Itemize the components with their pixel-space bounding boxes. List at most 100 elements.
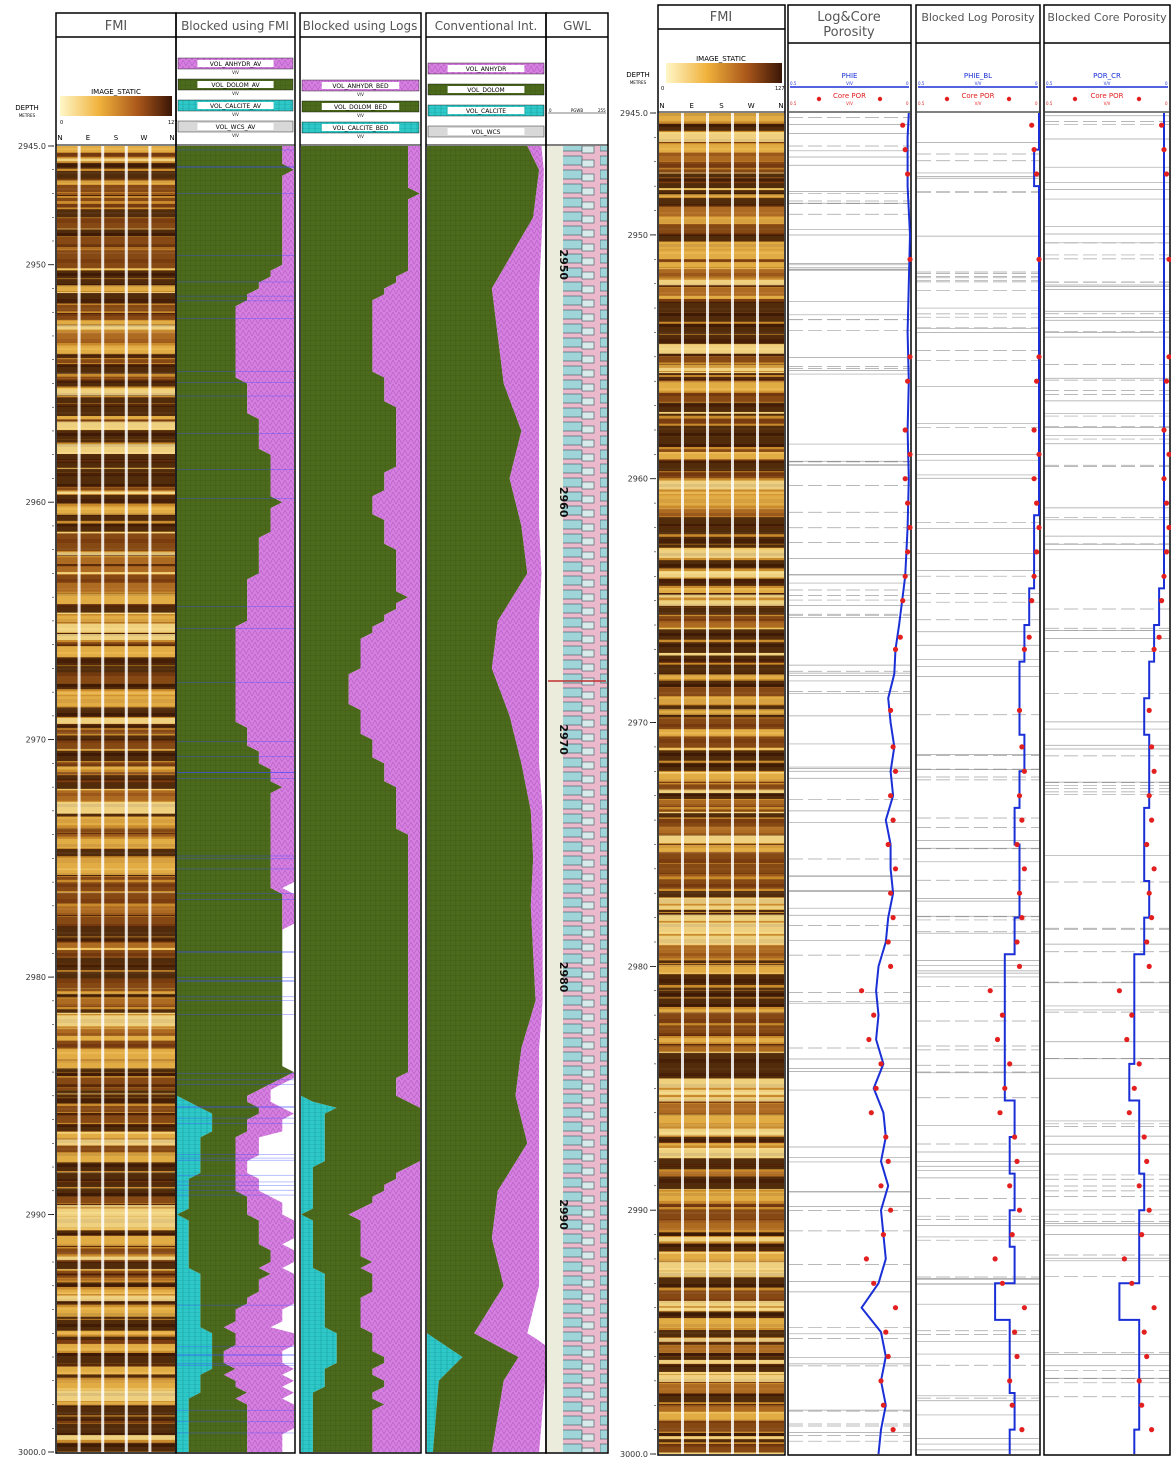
core-por-point-track2-32: [1126, 1110, 1132, 1116]
right-fmi-band-166: [659, 1436, 784, 1439]
right-fmi-band-96: [659, 879, 784, 889]
left-fmi-band-17: [57, 270, 175, 279]
core-por-point-track1-36: [1016, 1207, 1023, 1213]
conv-legend-label-bg-3: [447, 128, 525, 135]
right-fmi-band-107: [659, 964, 784, 974]
fmi-legend-label-bg-0: [197, 60, 274, 67]
left-fmi-band-152: [57, 1301, 175, 1305]
left-fmi-band-71: [57, 696, 175, 707]
logs-blocked-track-frame: [299, 12, 422, 1454]
left-fmi-band-107: [57, 980, 175, 989]
core-por-point-track1-27: [987, 988, 993, 994]
right-fmi-band-131: [659, 1166, 784, 1170]
blocked-log-por-title: Blocked Log Porosity: [921, 11, 1035, 24]
right-fmi-band-56: [659, 570, 784, 578]
left-fmi-band-25: [57, 332, 175, 343]
right-fmi-band-164: [659, 1422, 784, 1432]
left-fmi-band-79: [57, 762, 175, 767]
por-header-points-scale-right-2: 0: [1165, 101, 1168, 106]
core-por-point-track0-9: [905, 500, 911, 506]
por-header-dot-right-2: [1136, 96, 1142, 102]
core-por-point-track0-42: [885, 1353, 891, 1360]
core-por-point-track0-20: [890, 817, 896, 823]
left-fmi-band-120: [57, 1073, 175, 1077]
core-por-point-track0-28: [871, 1012, 877, 1018]
por-header-unit-0: V/V: [846, 81, 853, 86]
left-depth-header: DEPTH: [15, 104, 39, 112]
core-por-point-track0-13: [900, 598, 906, 604]
left-fmi-band-154: [57, 1316, 175, 1319]
right-fmi-band-23: [659, 295, 784, 299]
right-fmi-band-39: [659, 418, 784, 424]
core-por-point-track0-16: [888, 707, 894, 714]
gwl-scale-max: 255: [598, 108, 606, 113]
right-fmi-band-53: [659, 544, 784, 548]
core-por-point-track1-32: [997, 1110, 1003, 1116]
right-fmi-band-48: [659, 495, 784, 506]
left-fmi-band-76: [57, 735, 175, 741]
left-fmi-band-5: [57, 180, 175, 185]
por-header-points-scale-right-1: 0: [1035, 101, 1038, 106]
right-fmi-band-12: [659, 198, 784, 205]
core-por-point-track2-23: [1146, 890, 1152, 896]
right-fmi-band-83: [659, 790, 784, 794]
right-fmi-band-60: [659, 600, 784, 606]
fmi-blocked-area-VOL_ANHYDR_AV: [223, 146, 294, 1452]
left-fmi-band-52: [57, 533, 175, 540]
right-fmi-band-89: [659, 827, 784, 836]
core-por-point-track2-40: [1151, 1305, 1157, 1311]
core-por-point-track1-43: [1007, 1378, 1013, 1384]
right-fmi-band-94: [659, 863, 784, 874]
gwl-track-frame: [545, 12, 609, 1454]
core-por-point-track1-17: [1019, 744, 1025, 750]
core-por-point-track1-26: [1016, 963, 1023, 970]
right-fmi-band-27: [659, 334, 784, 344]
left-fmi-band-91: [57, 848, 175, 857]
left-fmi-band-32: [57, 389, 175, 396]
core-por-point-track0-35: [878, 1183, 884, 1189]
gwl-depth-label-2960: 2960: [557, 487, 570, 518]
por-header-dot-left-1: [944, 96, 950, 102]
right-fmi-band-63: [659, 620, 784, 628]
core-por-point-track2-4: [1166, 354, 1171, 360]
left-fmi-band-67: [57, 666, 175, 673]
left-fmi-band-64: [57, 642, 175, 645]
core-por-point-track2-28: [1129, 1012, 1135, 1018]
left-fmi-band-145: [57, 1261, 175, 1270]
por-header-points-scale-right-0: 0: [906, 101, 909, 106]
right-fmi-band-8: [659, 178, 784, 182]
right-fmi-band-109: [659, 987, 784, 991]
left-fmi-band-85: [57, 801, 175, 813]
right-fmi-band-113: [659, 1012, 784, 1024]
gwl-depth-label-2990: 2990: [557, 1199, 570, 1230]
left-fmi-band-33: [57, 397, 175, 404]
left-fmi-band-80: [57, 766, 175, 770]
left-fmi-band-153: [57, 1306, 175, 1317]
right-fmi-band-159: [659, 1374, 784, 1383]
left-fmi-band-123: [57, 1090, 175, 1094]
right-fmi-band-78: [659, 736, 784, 748]
right-depth-unit: METRES: [630, 80, 647, 85]
core-por-point-track0-2: [905, 171, 911, 177]
core-por-point-track2-11: [1163, 549, 1170, 555]
left-fmi-band-12: [57, 229, 175, 237]
right-fmi-title: FMI: [710, 10, 733, 25]
conv-title: Conventional Int.: [435, 19, 538, 33]
core-por-point-track0-44: [880, 1402, 887, 1408]
left-fmi-band-104: [57, 957, 175, 964]
left-fmi-band-127: [57, 1114, 175, 1123]
right-fmi-band-163: [659, 1412, 784, 1421]
core-por-point-track1-29: [994, 1036, 1001, 1043]
right-fmi-band-111: [659, 998, 784, 1007]
left-fmi-image-bands: [57, 146, 175, 1452]
left-fmi-band-94: [57, 876, 175, 880]
left-fmi-band-0: [57, 146, 175, 153]
core-por-point-track1-9: [1034, 500, 1040, 506]
core-por-point-track0-36: [888, 1207, 894, 1213]
right-fmi-band-87: [659, 813, 784, 818]
logs-legend-label-2: VOL_CALCITE_BED: [333, 125, 389, 132]
left-fmi-band-164: [57, 1390, 175, 1402]
right-fmi-band-168: [659, 1444, 784, 1453]
core-por-point-track1-3: [1036, 256, 1042, 262]
